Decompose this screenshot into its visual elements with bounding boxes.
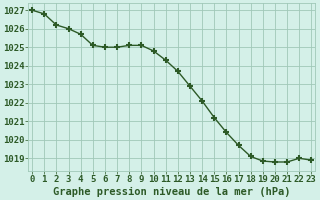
X-axis label: Graphe pression niveau de la mer (hPa): Graphe pression niveau de la mer (hPa) <box>53 187 291 197</box>
